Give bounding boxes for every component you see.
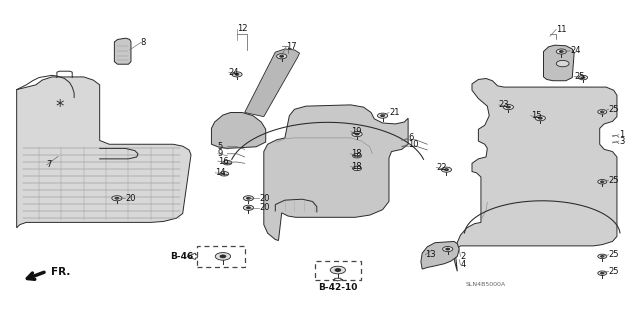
Text: 11: 11 [556, 25, 567, 34]
Text: 10: 10 [408, 140, 419, 149]
Text: 7: 7 [47, 160, 52, 169]
Circle shape [335, 269, 340, 271]
Polygon shape [115, 38, 131, 64]
Text: 6: 6 [408, 133, 413, 142]
Circle shape [353, 166, 362, 171]
Circle shape [246, 197, 250, 199]
Circle shape [600, 111, 604, 113]
Text: B-42-10: B-42-10 [318, 283, 358, 292]
Circle shape [280, 55, 284, 57]
Circle shape [276, 54, 287, 59]
Circle shape [581, 77, 585, 78]
Circle shape [112, 196, 122, 201]
Circle shape [243, 196, 253, 201]
Circle shape [353, 153, 362, 158]
Text: 17: 17 [286, 42, 297, 51]
Circle shape [600, 256, 604, 257]
Circle shape [506, 106, 510, 108]
Text: 25: 25 [574, 72, 585, 81]
Polygon shape [17, 77, 191, 228]
Text: 23: 23 [499, 100, 509, 109]
Circle shape [223, 160, 232, 165]
Circle shape [246, 207, 250, 209]
Text: 9: 9 [218, 149, 223, 158]
Polygon shape [244, 49, 300, 117]
Circle shape [445, 169, 449, 171]
Circle shape [503, 105, 513, 110]
Polygon shape [264, 105, 408, 241]
Text: 4: 4 [461, 260, 466, 270]
Text: FR.: FR. [51, 267, 70, 277]
Text: 21: 21 [389, 108, 399, 117]
Circle shape [556, 49, 566, 54]
Text: 16: 16 [218, 157, 228, 166]
Circle shape [598, 271, 607, 275]
Circle shape [535, 116, 545, 121]
Circle shape [442, 167, 452, 172]
Text: SLN4B5000A: SLN4B5000A [466, 281, 506, 286]
Circle shape [538, 117, 542, 119]
Text: 14: 14 [215, 168, 226, 177]
Circle shape [220, 172, 228, 176]
Text: 22: 22 [436, 163, 447, 172]
Circle shape [232, 72, 242, 77]
FancyBboxPatch shape [197, 246, 245, 267]
Text: 13: 13 [426, 250, 436, 259]
Text: 24: 24 [570, 46, 581, 56]
Text: 20: 20 [259, 203, 270, 212]
Text: 19: 19 [351, 127, 361, 136]
Polygon shape [543, 45, 574, 81]
Text: 20: 20 [259, 194, 270, 203]
Circle shape [559, 50, 563, 53]
Circle shape [598, 180, 607, 184]
Circle shape [243, 205, 253, 210]
Text: 3: 3 [619, 137, 624, 145]
Text: 18: 18 [351, 149, 361, 158]
Text: 5: 5 [218, 142, 223, 151]
Circle shape [598, 110, 607, 114]
Circle shape [579, 75, 588, 80]
Circle shape [443, 247, 453, 252]
Circle shape [556, 60, 569, 67]
Text: 24: 24 [228, 68, 239, 77]
Circle shape [235, 73, 239, 75]
Text: 25: 25 [609, 176, 619, 185]
Circle shape [600, 181, 604, 182]
Text: B-46: B-46 [170, 252, 193, 261]
Circle shape [215, 253, 230, 260]
Text: 8: 8 [141, 38, 146, 47]
Text: 25: 25 [609, 267, 619, 276]
Circle shape [330, 266, 346, 274]
Polygon shape [454, 78, 617, 271]
Text: 25: 25 [609, 105, 619, 114]
Text: 12: 12 [237, 24, 248, 33]
Circle shape [352, 131, 362, 137]
Polygon shape [333, 278, 343, 281]
Text: *: * [55, 98, 63, 116]
Polygon shape [421, 241, 460, 269]
Circle shape [598, 254, 607, 259]
Text: 15: 15 [531, 111, 541, 120]
Text: 2: 2 [461, 252, 466, 261]
Circle shape [600, 272, 604, 274]
Text: 1: 1 [619, 130, 624, 139]
FancyBboxPatch shape [315, 261, 361, 279]
Circle shape [378, 113, 388, 118]
Polygon shape [187, 253, 197, 260]
Circle shape [115, 197, 119, 199]
Polygon shape [211, 113, 266, 148]
Text: 20: 20 [125, 194, 136, 203]
Circle shape [381, 115, 385, 117]
Circle shape [355, 133, 359, 135]
Text: 25: 25 [609, 250, 619, 259]
Text: 18: 18 [351, 162, 361, 171]
Circle shape [446, 248, 450, 250]
Circle shape [220, 255, 226, 258]
